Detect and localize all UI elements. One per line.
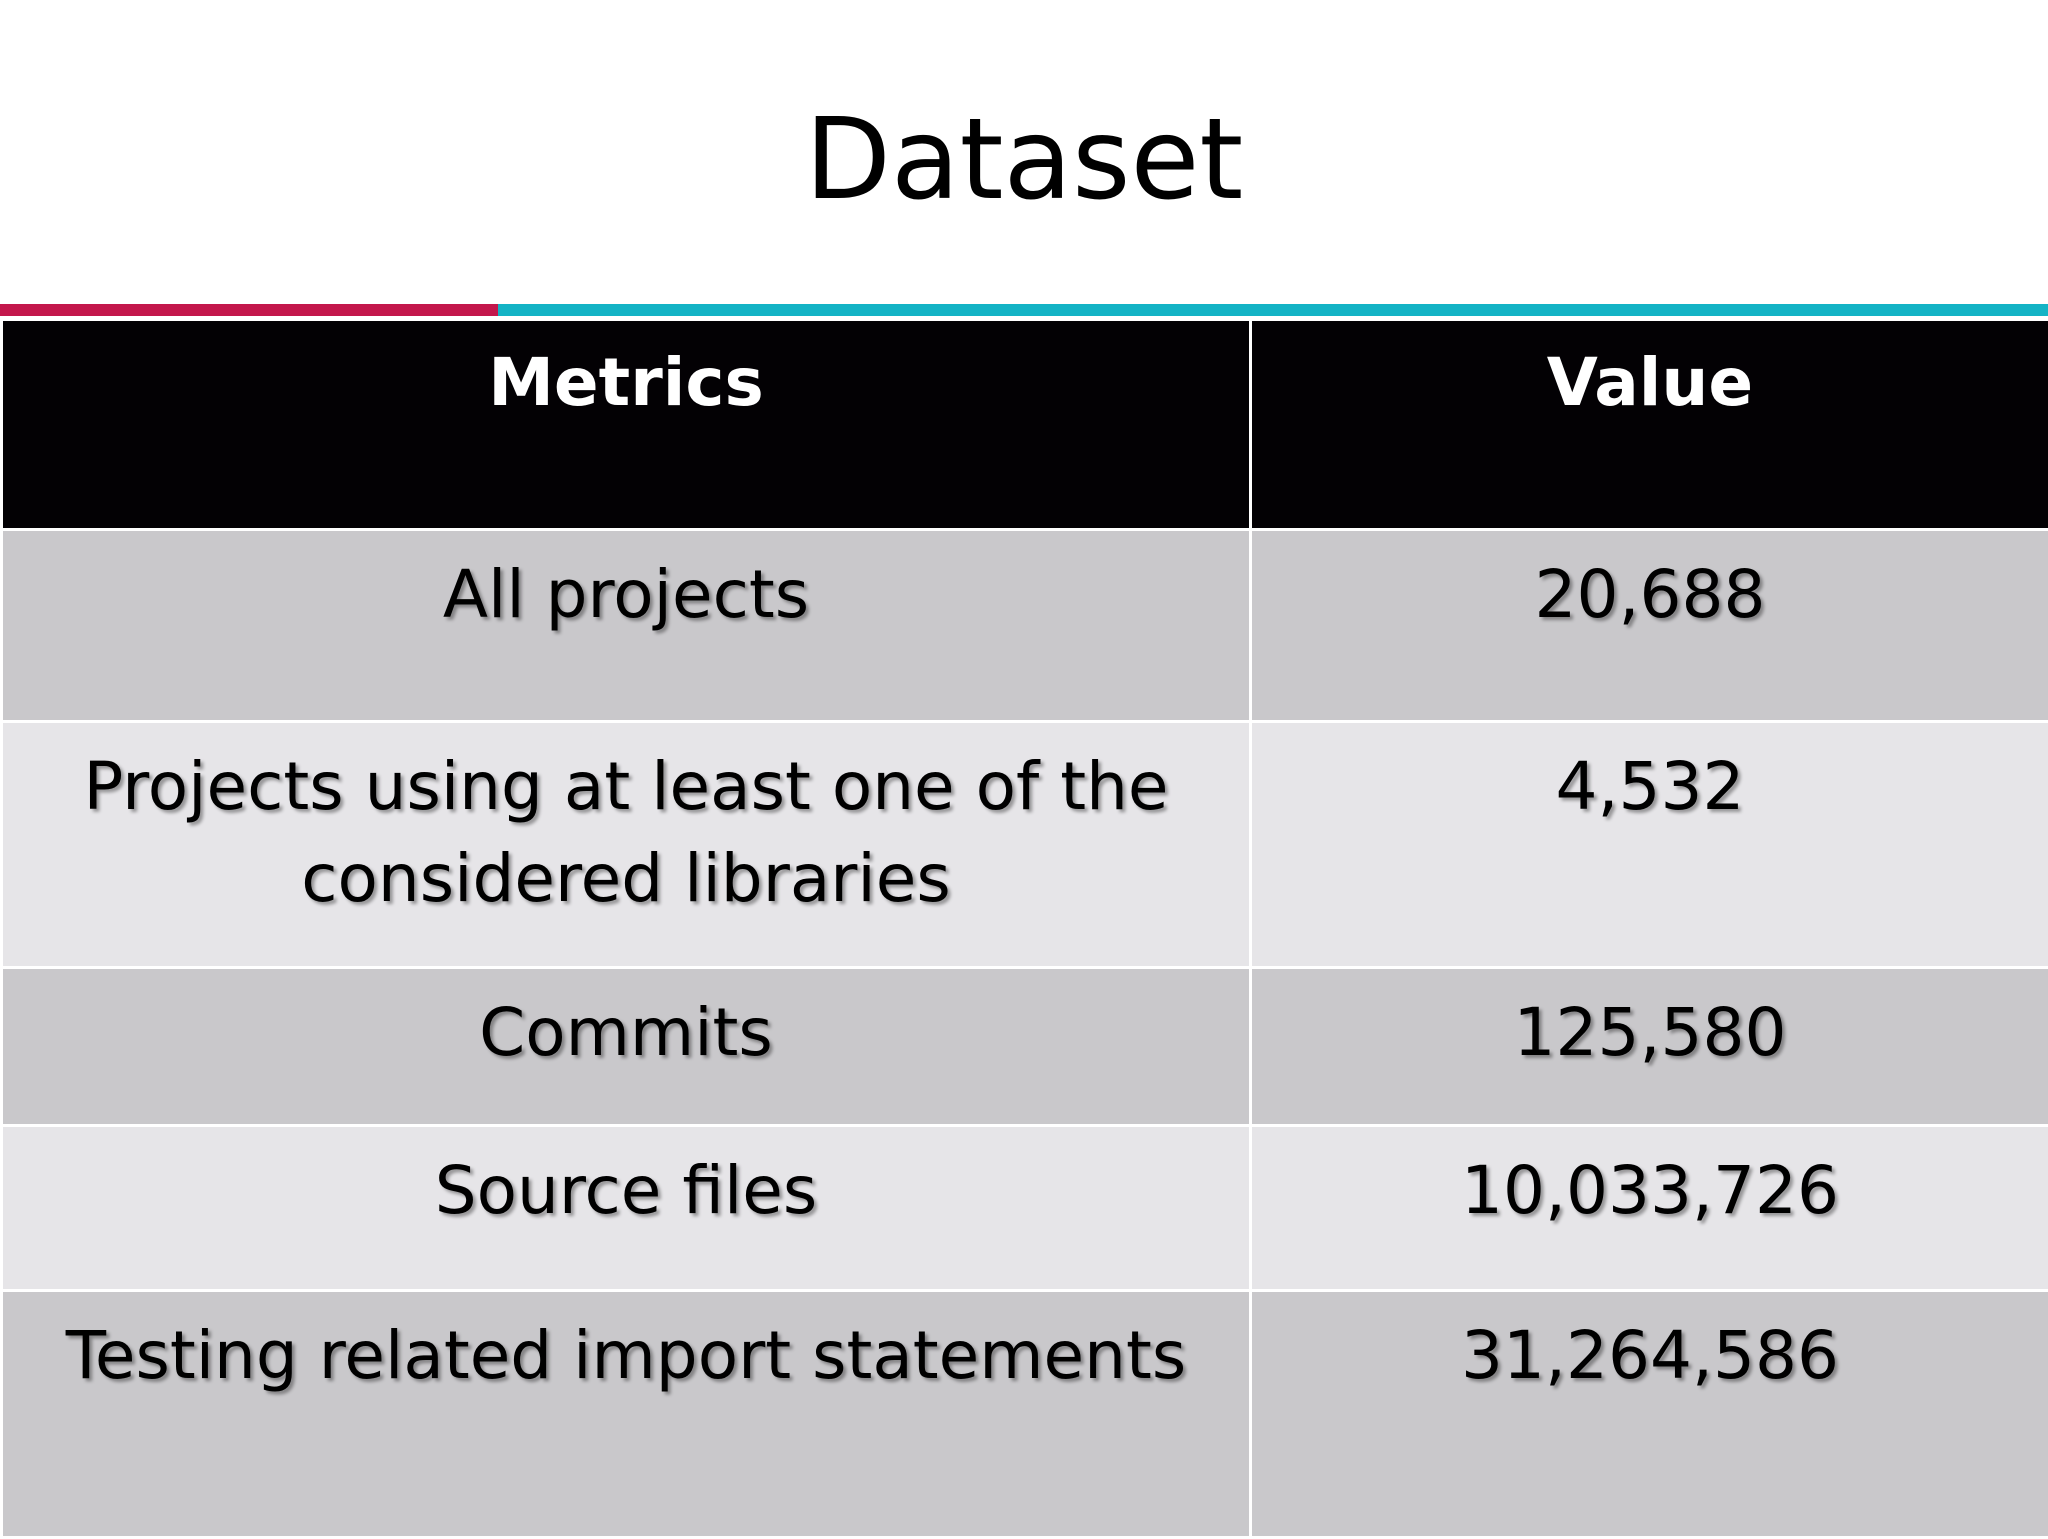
table-row: Source files 10,033,726 <box>2 1126 2048 1291</box>
table-row: All projects 20,688 <box>2 530 2048 722</box>
value-cell: 125,580 <box>1251 968 2048 1126</box>
value-cell: 10,033,726 <box>1251 1126 2048 1291</box>
metric-cell: All projects <box>2 530 1251 722</box>
value-cell: 31,264,586 <box>1251 1291 2048 1538</box>
table-row: Projects using at least one of the consi… <box>2 722 2048 968</box>
table-row: Commits 125,580 <box>2 968 2048 1126</box>
header-value: Value <box>1251 320 2048 530</box>
table-header-row: Metrics Value <box>2 320 2048 530</box>
value-cell: 20,688 <box>1251 530 2048 722</box>
header-metrics: Metrics <box>2 320 1251 530</box>
metric-cell: Source files <box>2 1126 1251 1291</box>
metric-cell: Projects using at least one of the consi… <box>2 722 1251 968</box>
accent-bar-red <box>0 304 498 316</box>
slide-title: Dataset <box>0 90 2048 230</box>
metric-cell: Testing related import statements <box>2 1291 1251 1538</box>
metric-cell: Commits <box>2 968 1251 1126</box>
dataset-table: Metrics Value All projects 20,688 Projec… <box>0 318 2048 1539</box>
table-row: Testing related import statements 31,264… <box>2 1291 2048 1538</box>
value-cell: 4,532 <box>1251 722 2048 968</box>
accent-bar-teal <box>498 304 2048 316</box>
